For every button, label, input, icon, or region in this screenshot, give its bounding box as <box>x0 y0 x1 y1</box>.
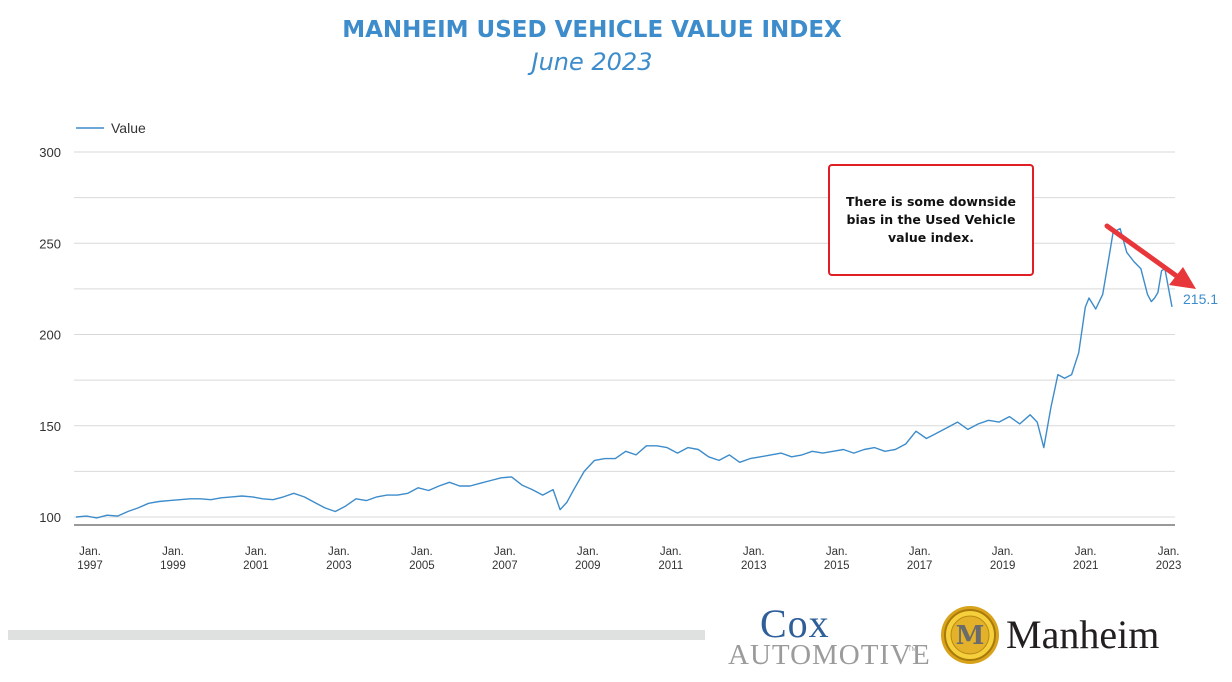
x-tick-label-month-2015: Jan. <box>826 546 848 558</box>
x-tick-label-month-2005: Jan. <box>411 546 433 558</box>
x-tick-label-year-2011: 2011 <box>658 560 683 572</box>
trend-arrow-head <box>1169 267 1196 289</box>
trend-arrow-shaft <box>1104 223 1181 280</box>
x-tick-label-month-2023: Jan. <box>1158 546 1180 558</box>
end-value-label: 215.1 <box>1183 291 1218 307</box>
cox-automotive-logo: Cox AUTOMOTIVE TM <box>728 601 930 672</box>
x-tick-label-year-2005: 2005 <box>409 560 435 572</box>
x-tick-label-year-2015: 2015 <box>824 560 850 572</box>
x-tick-label-month-2003: Jan. <box>328 546 350 558</box>
x-tick-label-month-1997: Jan. <box>79 546 101 558</box>
chart-title: MANHEIM USED VEHICLE VALUE INDEX <box>342 17 842 43</box>
x-tick-label-month-2017: Jan. <box>909 546 931 558</box>
y-tick-label-250: 250 <box>39 236 61 251</box>
y-tick-label-200: 200 <box>39 328 61 343</box>
x-tick-label-year-1999: 1999 <box>160 560 186 572</box>
x-tick-label-year-2001: 2001 <box>243 560 269 572</box>
x-tick-label-year-2007: 2007 <box>492 560 518 572</box>
y-tick-label-300: 300 <box>39 145 61 160</box>
annotation-callout: There is some downside bias in the Used … <box>828 164 1034 276</box>
x-tick-label-month-2013: Jan. <box>743 546 765 558</box>
series-line-value <box>75 227 1173 519</box>
x-tick-label-year-2013: 2013 <box>741 560 767 572</box>
manheim-emblem-icon: M <box>941 606 999 664</box>
x-tick-label-month-2001: Jan. <box>245 546 267 558</box>
x-tick-label-month-1999: Jan. <box>162 546 184 558</box>
x-tick-label-month-2009: Jan. <box>577 546 599 558</box>
manheim-emblem-letter: M <box>956 621 985 651</box>
legend-label-value: Value <box>111 120 146 136</box>
y-tick-label-100: 100 <box>39 510 61 525</box>
x-tick-label-month-2019: Jan. <box>992 546 1014 558</box>
x-tick-label-year-2019: 2019 <box>990 560 1016 572</box>
x-tick-label-month-2007: Jan. <box>494 546 516 558</box>
x-tick-label-year-2003: 2003 <box>326 560 352 572</box>
x-tick-label-year-2023: 2023 <box>1156 560 1182 572</box>
chart-subtitle: June 2023 <box>531 48 653 76</box>
x-tick-label-year-2009: 2009 <box>575 560 601 572</box>
y-tick-label-150: 150 <box>39 419 61 434</box>
x-tick-label-month-2021: Jan. <box>1075 546 1097 558</box>
x-axis-labels: Jan. 1997 Jan. 1999 Jan. 2001 Jan. 2003 Jan. 2005… <box>77 546 1181 572</box>
series-layer <box>75 227 1173 519</box>
x-tick-label-year-2017: 2017 <box>907 560 933 572</box>
x-tick-label-month-2011: Jan. <box>660 546 682 558</box>
cox-logo-word: Cox <box>760 601 830 646</box>
x-tick-label-year-2021: 2021 <box>1073 560 1099 572</box>
trend-arrow <box>1104 223 1196 289</box>
trademark-mark: TM <box>908 647 917 653</box>
legend: Value <box>76 120 146 136</box>
annotation-text: There is some downside bias in the Used … <box>846 194 1016 245</box>
manheim-logo: M Manheim <box>940 603 1190 671</box>
footer-bar <box>8 630 705 640</box>
x-tick-label-year-1997: 1997 <box>77 560 103 572</box>
y-axis-labels: 100 150 200 250 300 <box>39 145 61 525</box>
automotive-logo-word: AUTOMOTIVE <box>728 639 931 671</box>
line-chart: 100 150 200 250 300 Jan. 1997 Jan. 1999 Jan. 2001… <box>39 120 1218 572</box>
manheim-logo-word: Manheim <box>1006 612 1160 657</box>
